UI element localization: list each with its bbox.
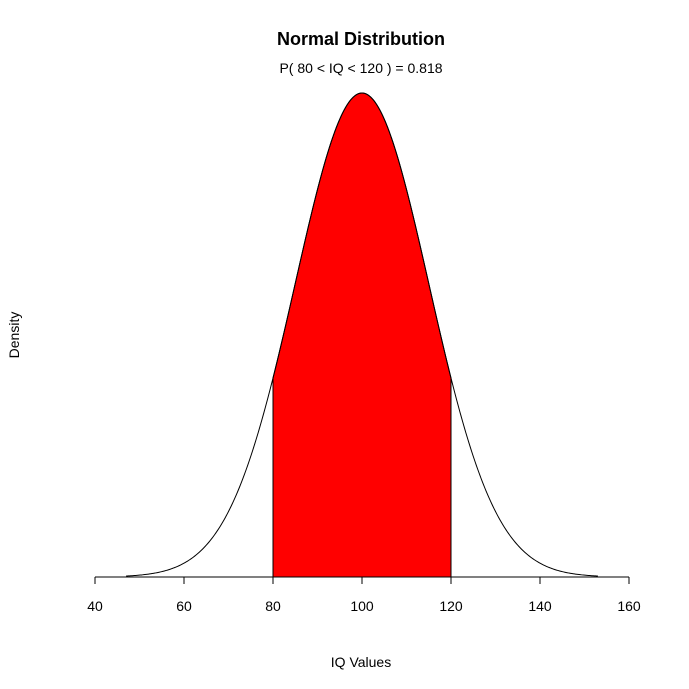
- x-tick-label: 120: [439, 598, 463, 614]
- x-tick-label: 80: [265, 598, 281, 614]
- density-curve: [126, 92, 598, 577]
- x-tick-label: 100: [350, 598, 374, 614]
- chart-title: Normal Distribution: [277, 29, 445, 49]
- x-tick-label: 140: [528, 598, 552, 614]
- chart-subtitle: P( 80 < IQ < 120 ) = 0.818: [279, 60, 442, 76]
- x-tick-label: 40: [87, 598, 103, 614]
- x-axis-ticks: 40 60 80 100 120 140 160: [87, 577, 641, 614]
- x-tick-label: 160: [617, 598, 641, 614]
- x-axis-label: IQ Values: [331, 654, 391, 670]
- y-axis-label: Density: [6, 312, 22, 359]
- x-tick-label: 60: [176, 598, 192, 614]
- shaded-probability-area: [272, 92, 452, 578]
